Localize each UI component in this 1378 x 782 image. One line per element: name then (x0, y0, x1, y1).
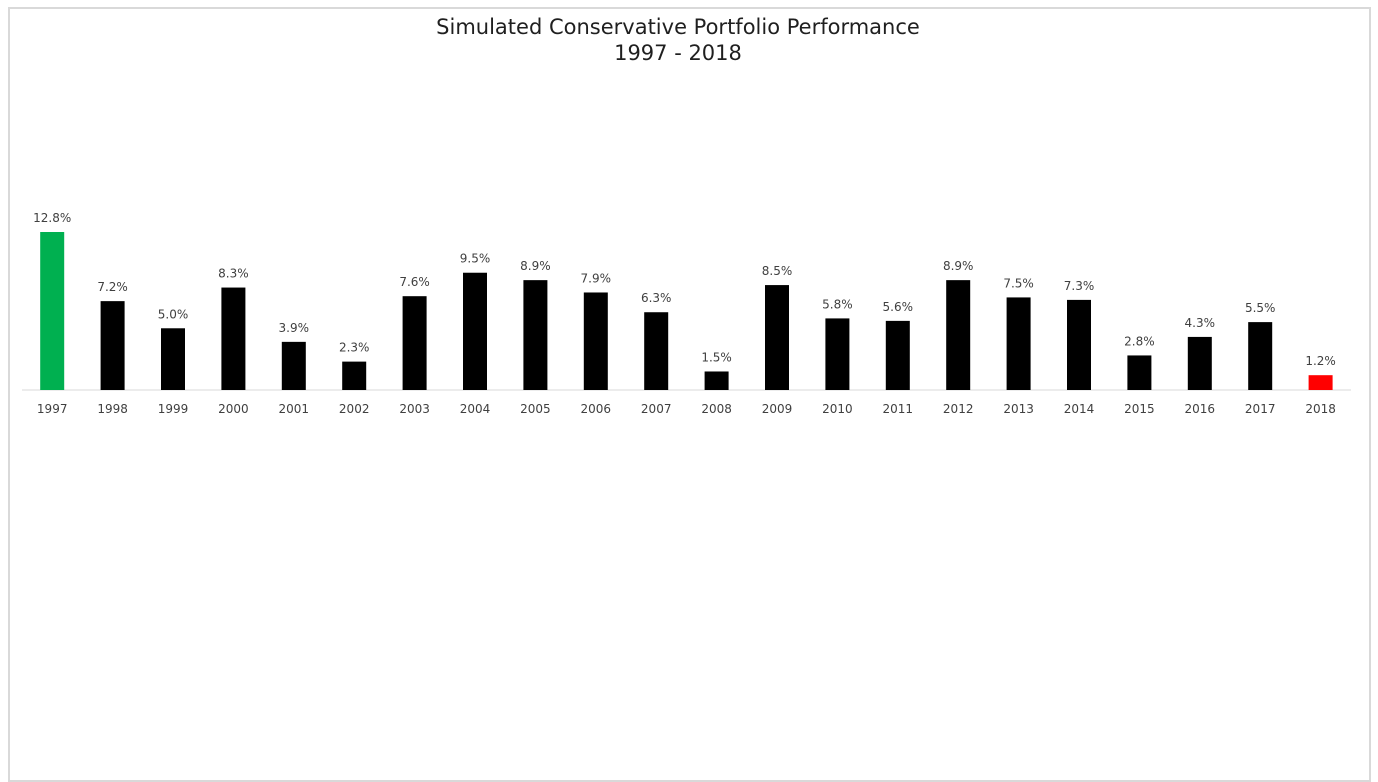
chart-title-block: Simulated Conservative Portfolio Perform… (0, 14, 1356, 66)
tick-label-2009: 2009 (762, 402, 793, 416)
bar-2009 (765, 285, 789, 390)
data-label-2002: 2.3% (339, 341, 370, 355)
tick-label-2006: 2006 (581, 402, 612, 416)
tick-label-2008: 2008 (701, 402, 732, 416)
bar-2014 (1067, 299, 1091, 390)
bar-2001 (281, 341, 306, 390)
data-label-1998: 7.2% (97, 280, 128, 294)
bar-2007 (644, 312, 669, 390)
tick-label-1997: 1997 (37, 402, 68, 416)
data-label-2016: 4.3% (1185, 316, 1216, 330)
tick-label-2012: 2012 (943, 402, 974, 416)
bar-2018 (1308, 375, 1333, 390)
data-label-2001: 3.9% (279, 321, 310, 335)
data-label-2010: 5.8% (822, 297, 853, 311)
tick-label-2000: 2000 (218, 402, 249, 416)
chart-subtitle: 1997 - 2018 (614, 41, 742, 65)
bar-2004 (463, 272, 487, 390)
bar-2012 (946, 280, 971, 390)
tick-label-2015: 2015 (1124, 402, 1155, 416)
tick-label-2011: 2011 (883, 402, 914, 416)
tick-label-2016: 2016 (1185, 402, 1216, 416)
data-label-2018: 1.2% (1305, 354, 1336, 368)
tick-label-2017: 2017 (1245, 402, 1276, 416)
data-label-2005: 8.9% (520, 259, 551, 273)
data-label-2015: 2.8% (1124, 334, 1155, 348)
tick-label-1998: 1998 (97, 402, 128, 416)
data-label-2003: 7.6% (399, 275, 430, 289)
bar-2003 (402, 296, 427, 390)
tick-label-2001: 2001 (279, 402, 310, 416)
data-labels-group: 12.8% 7.2% 5.0% 8.3% 3.9% 2.3% 7.6% 9.5% 8.9% 7.9… (33, 211, 1336, 368)
bar-2010 (825, 318, 850, 390)
chart-title: Simulated Conservative Portfolio Perform… (436, 15, 920, 39)
bars-group (40, 232, 1333, 391)
tick-label-2003: 2003 (399, 402, 430, 416)
tick-label-2004: 2004 (460, 402, 491, 416)
tick-label-2014: 2014 (1064, 402, 1095, 416)
data-label-2012: 8.9% (943, 259, 974, 273)
bar-1997 (40, 232, 65, 390)
data-label-2017: 5.5% (1245, 301, 1276, 315)
data-label-2004: 9.5% (460, 252, 491, 266)
tick-label-1999: 1999 (158, 402, 189, 416)
data-label-2011: 5.6% (883, 300, 914, 314)
data-label-2007: 6.3% (641, 291, 672, 305)
tick-label-2002: 2002 (339, 402, 370, 416)
data-label-2006: 7.9% (581, 271, 612, 285)
bar-2002 (342, 361, 367, 390)
data-label-2009: 8.5% (762, 264, 793, 278)
bar-2016 (1187, 336, 1212, 390)
bar-2006 (583, 292, 608, 390)
bar-2008 (704, 371, 729, 390)
bar-2017 (1248, 322, 1273, 390)
bar-2000 (221, 287, 246, 390)
tick-label-2018: 2018 (1305, 402, 1336, 416)
tick-label-2013: 2013 (1003, 402, 1034, 416)
data-label-2014: 7.3% (1064, 279, 1095, 293)
bar-2011 (885, 320, 910, 391)
chart-frame (8, 7, 1371, 782)
tick-label-2005: 2005 (520, 402, 551, 416)
data-label-1997: 12.8% (33, 211, 71, 225)
tick-label-2010: 2010 (822, 402, 853, 416)
tick-label-2007: 2007 (641, 402, 672, 416)
bar-2015 (1127, 355, 1152, 390)
bar-2013 (1006, 297, 1031, 390)
tick-labels-group: 1997 1998 1999 2000 2001 2002 2003 2004 2005 2006… (37, 402, 1336, 416)
bar-1999 (161, 328, 185, 390)
data-label-1999: 5.0% (158, 307, 189, 321)
bar-2005 (523, 280, 548, 390)
data-label-2013: 7.5% (1003, 276, 1034, 290)
data-label-2000: 8.3% (218, 267, 249, 281)
bar-1998 (100, 301, 125, 391)
data-label-2008: 1.5% (701, 350, 732, 364)
